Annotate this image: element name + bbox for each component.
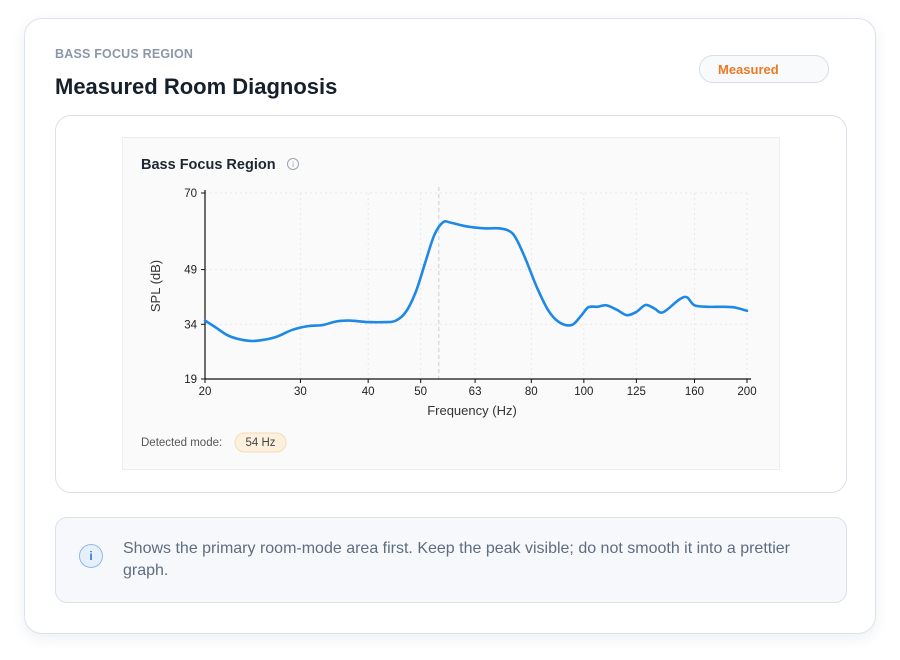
info-icon (287, 158, 299, 170)
x-tick-label: 200 (737, 386, 756, 398)
info-icon-glyph: i (292, 160, 294, 169)
y-tick-label: 19 (184, 374, 197, 386)
page-title: Measured Room Diagnosis (55, 74, 338, 99)
series-line-0 (203, 220, 749, 343)
x-tick-label: 100 (574, 386, 593, 398)
info-note: i Shows the primary room-mode area first… (55, 517, 847, 603)
x-tick-label: 80 (525, 386, 538, 398)
section-kicker: BASS FOCUS REGION (55, 47, 194, 61)
chart-panel: Bass Focus Region i 20 30 40 50 63 80 100 125 160 2… (55, 115, 847, 493)
detected-mode-value: 54 Hz (245, 437, 275, 449)
x-tick-label: 160 (685, 386, 704, 398)
detected-mode-pill (234, 432, 287, 453)
info-icon: i (79, 544, 103, 568)
x-tick-label: 50 (414, 386, 427, 398)
x-axis-label: Frequency (Hz) (427, 403, 517, 418)
status-badge: Measured (699, 55, 829, 83)
chart-title: Bass Focus Region (141, 157, 276, 173)
detected-mode-label: Detected mode: (141, 437, 222, 449)
y-tick-label: 70 (184, 188, 197, 200)
x-tick-label: 63 (469, 386, 482, 398)
diagnosis-card: BASS FOCUS REGION Measured Room Diagnosi… (24, 18, 876, 634)
note-text: Shows the primary room-mode area first. … (123, 540, 790, 579)
x-tick-label: 125 (627, 386, 646, 398)
x-tick-label: 20 (199, 386, 212, 398)
chart-container: Bass Focus Region i 20 30 40 50 63 80 100 125 160 2… (122, 137, 780, 470)
y-tick-label: 49 (184, 265, 197, 277)
x-tick-label: 30 (294, 386, 307, 398)
x-tick-label: 40 (362, 386, 375, 398)
bass-chart: Bass Focus Region i 20 30 40 50 63 80 100 125 160 2… (141, 157, 757, 453)
y-axis-label: SPL (dB) (148, 260, 163, 312)
y-tick-label: 34 (184, 319, 197, 331)
